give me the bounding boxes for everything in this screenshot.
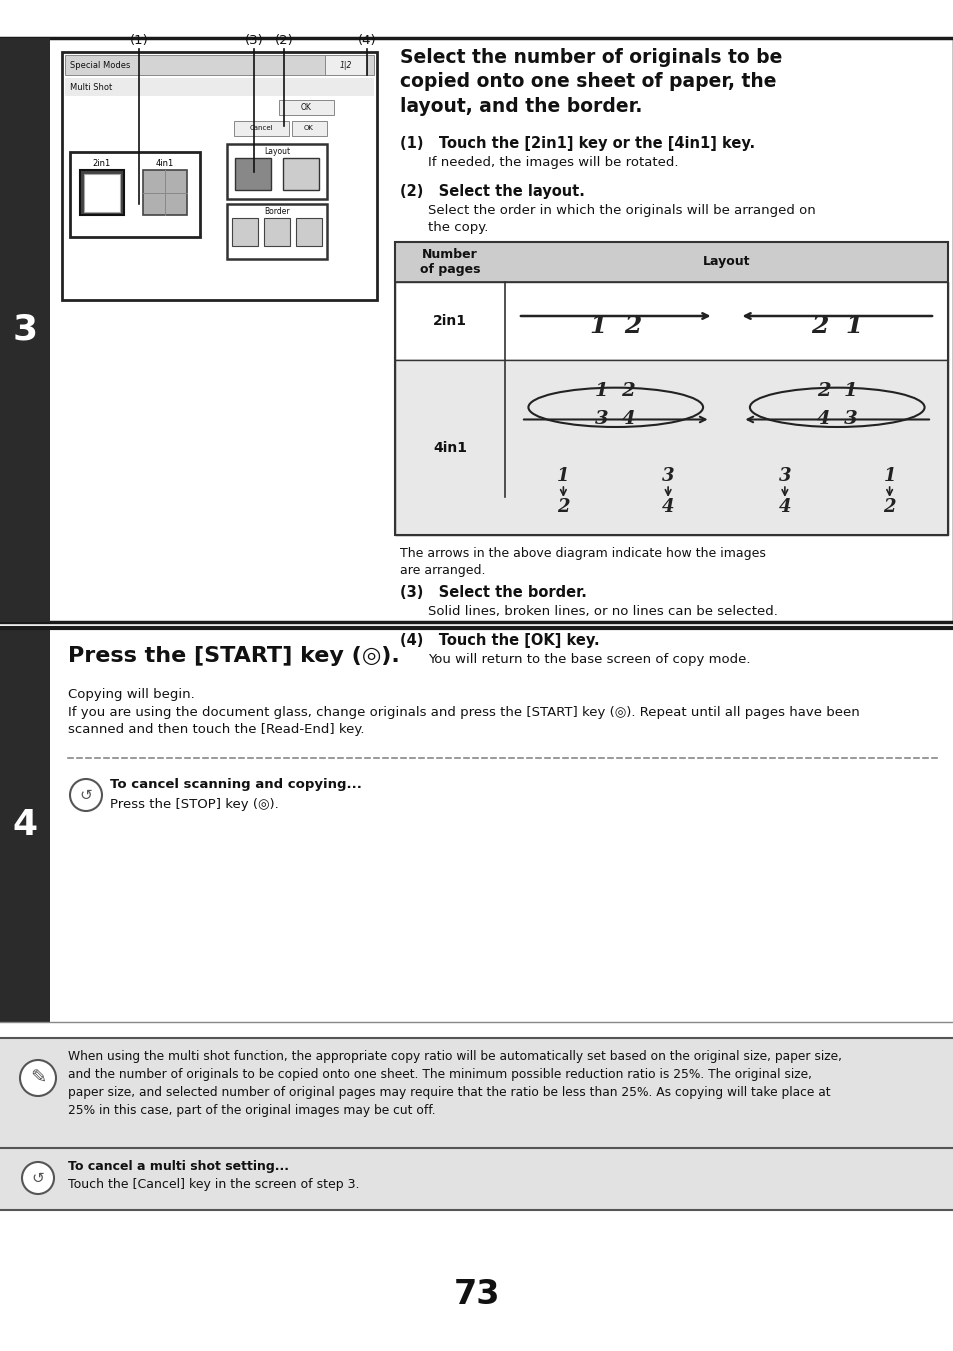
Text: Press the [STOP] key (◎).: Press the [STOP] key (◎). [110, 798, 278, 811]
Bar [513, 367, 718, 439]
Text: 1  2: 1 2 [595, 382, 636, 400]
Text: OK: OK [300, 103, 311, 112]
Text: 73: 73 [454, 1278, 499, 1312]
Text: 3: 3 [12, 313, 37, 347]
Bar [295, 218, 322, 246]
Text: Solid lines, broken lines, or no lines can be selected.: Solid lines, broken lines, or no lines c… [428, 605, 777, 617]
Circle shape [70, 780, 102, 811]
Text: (2)   Select the layout.: (2) Select the layout. [399, 184, 584, 199]
Text: (3)   Select the border.: (3) Select the border. [399, 585, 586, 600]
Text: 1: 1 [557, 466, 569, 485]
Text: If needed, the images will be rotated.: If needed, the images will be rotated. [428, 155, 678, 169]
Text: 4: 4 [778, 499, 790, 516]
Text: (4): (4) [357, 34, 375, 47]
Circle shape [22, 1162, 54, 1194]
Text: The arrows in the above diagram indicate how the images
are arranged.: The arrows in the above diagram indicate… [399, 547, 765, 577]
Bar [65, 55, 374, 76]
Bar [513, 455, 718, 527]
Text: Press the [START] key (◎).: Press the [START] key (◎). [68, 646, 399, 666]
Text: 2in1: 2in1 [92, 159, 111, 169]
Text: 4: 4 [661, 499, 674, 516]
Text: 4in1: 4in1 [155, 159, 174, 169]
Text: If you are using the document glass, change originals and press the [START] key : If you are using the document glass, cha… [68, 707, 859, 736]
Text: 1  2: 1 2 [589, 313, 641, 338]
Bar [234, 158, 271, 190]
Text: Layout: Layout [264, 147, 290, 157]
Bar [0, 38, 953, 621]
Bar [283, 158, 318, 190]
Text: (3): (3) [244, 34, 263, 47]
Bar [395, 282, 947, 359]
Text: Select the order in which the originals will be arranged on
the copy.: Select the order in which the originals … [428, 204, 815, 234]
Bar [395, 242, 947, 282]
Text: 4  3: 4 3 [816, 411, 857, 428]
Text: Layout: Layout [702, 255, 749, 269]
Text: You will return to the base screen of copy mode.: You will return to the base screen of co… [428, 653, 750, 666]
Bar [618, 455, 718, 527]
Text: 2: 2 [882, 499, 895, 516]
Text: (1): (1) [130, 34, 149, 47]
Bar [292, 122, 327, 136]
Text: 2  1: 2 1 [816, 382, 857, 400]
Bar [233, 122, 289, 136]
Text: When using the multi shot function, the appropriate copy ratio will be automatic: When using the multi shot function, the … [68, 1050, 841, 1117]
Text: 4: 4 [12, 808, 37, 842]
Bar [325, 55, 367, 76]
Text: 2in1: 2in1 [433, 313, 467, 328]
Bar [278, 100, 334, 115]
Bar [232, 218, 257, 246]
Text: Select the number of originals to be
copied onto one sheet of paper, the
layout,: Select the number of originals to be cop… [399, 49, 781, 115]
Text: 3  4: 3 4 [595, 411, 636, 428]
Text: Number
of pages: Number of pages [419, 247, 479, 277]
Text: 1: 1 [882, 466, 895, 485]
Text: 1|2: 1|2 [339, 61, 352, 69]
Bar [395, 359, 947, 535]
Text: (2): (2) [274, 34, 294, 47]
Text: ↺: ↺ [31, 1170, 45, 1185]
Bar [513, 288, 718, 354]
Bar [734, 288, 939, 354]
Text: Touch the [Cancel] key in the screen of step 3.: Touch the [Cancel] key in the screen of … [68, 1178, 359, 1192]
Bar [513, 455, 613, 527]
Bar [0, 1148, 953, 1210]
Text: 3: 3 [778, 466, 790, 485]
Bar [70, 153, 200, 236]
Bar [0, 38, 50, 621]
Bar [80, 170, 124, 215]
Bar [734, 367, 939, 439]
Bar [734, 455, 835, 527]
Bar [264, 218, 290, 246]
Text: Cancel: Cancel [249, 126, 273, 131]
Bar [227, 145, 327, 199]
Bar [143, 170, 187, 215]
Text: 2: 2 [557, 499, 569, 516]
Bar [395, 242, 947, 535]
Text: (1)   Touch the [2in1] key or the [4in1] key.: (1) Touch the [2in1] key or the [4in1] k… [399, 136, 755, 151]
Bar [227, 204, 327, 259]
Text: 3: 3 [661, 466, 674, 485]
Bar [84, 174, 120, 212]
Bar [839, 455, 939, 527]
Text: Border: Border [264, 208, 290, 216]
Bar [0, 1038, 953, 1148]
Bar [734, 455, 939, 527]
Text: Special Modes: Special Modes [70, 61, 131, 69]
Text: Multi Shot: Multi Shot [70, 82, 112, 92]
Bar [65, 78, 374, 96]
Text: ✎: ✎ [30, 1069, 46, 1088]
Text: 4in1: 4in1 [433, 440, 467, 454]
Bar [62, 51, 376, 300]
Text: ↺: ↺ [79, 788, 92, 802]
Text: 2  1: 2 1 [810, 313, 862, 338]
Text: To cancel scanning and copying...: To cancel scanning and copying... [110, 778, 361, 790]
Circle shape [20, 1061, 56, 1096]
Text: OK: OK [304, 126, 314, 131]
Bar [0, 628, 50, 1021]
Text: (4)   Touch the [OK] key.: (4) Touch the [OK] key. [399, 634, 599, 648]
Text: Copying will begin.: Copying will begin. [68, 688, 194, 701]
Text: To cancel a multi shot setting...: To cancel a multi shot setting... [68, 1161, 289, 1173]
